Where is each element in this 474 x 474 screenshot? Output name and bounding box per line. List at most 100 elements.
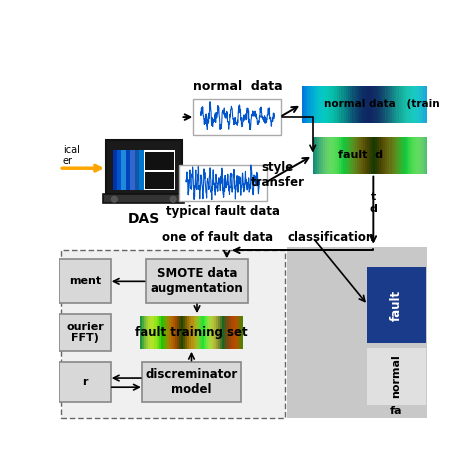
FancyBboxPatch shape bbox=[59, 259, 110, 303]
FancyBboxPatch shape bbox=[130, 150, 135, 190]
FancyBboxPatch shape bbox=[432, 86, 434, 123]
FancyBboxPatch shape bbox=[142, 362, 241, 402]
FancyBboxPatch shape bbox=[146, 259, 248, 303]
FancyBboxPatch shape bbox=[353, 137, 355, 173]
FancyBboxPatch shape bbox=[169, 316, 171, 349]
FancyBboxPatch shape bbox=[237, 316, 239, 349]
FancyBboxPatch shape bbox=[400, 137, 401, 173]
FancyBboxPatch shape bbox=[175, 316, 177, 349]
FancyBboxPatch shape bbox=[156, 316, 159, 349]
FancyBboxPatch shape bbox=[363, 137, 365, 173]
FancyBboxPatch shape bbox=[163, 316, 165, 349]
FancyBboxPatch shape bbox=[412, 86, 414, 123]
FancyBboxPatch shape bbox=[428, 137, 430, 173]
FancyBboxPatch shape bbox=[117, 150, 121, 190]
Text: fa: fa bbox=[390, 406, 403, 416]
FancyBboxPatch shape bbox=[365, 137, 367, 173]
FancyBboxPatch shape bbox=[374, 137, 375, 173]
FancyBboxPatch shape bbox=[103, 194, 184, 203]
FancyBboxPatch shape bbox=[335, 86, 337, 123]
FancyBboxPatch shape bbox=[365, 86, 368, 123]
FancyBboxPatch shape bbox=[416, 86, 419, 123]
FancyBboxPatch shape bbox=[351, 137, 353, 173]
FancyBboxPatch shape bbox=[345, 137, 347, 173]
FancyBboxPatch shape bbox=[183, 316, 185, 349]
FancyBboxPatch shape bbox=[372, 86, 374, 123]
FancyBboxPatch shape bbox=[361, 137, 363, 173]
FancyBboxPatch shape bbox=[416, 137, 418, 173]
FancyBboxPatch shape bbox=[337, 86, 339, 123]
FancyBboxPatch shape bbox=[135, 150, 139, 190]
FancyBboxPatch shape bbox=[352, 86, 355, 123]
FancyBboxPatch shape bbox=[216, 316, 218, 349]
FancyBboxPatch shape bbox=[321, 137, 323, 173]
FancyBboxPatch shape bbox=[341, 137, 343, 173]
FancyBboxPatch shape bbox=[200, 316, 202, 349]
FancyBboxPatch shape bbox=[368, 86, 370, 123]
FancyBboxPatch shape bbox=[204, 316, 206, 349]
FancyBboxPatch shape bbox=[379, 137, 382, 173]
FancyBboxPatch shape bbox=[385, 86, 388, 123]
FancyBboxPatch shape bbox=[145, 173, 173, 189]
FancyBboxPatch shape bbox=[387, 137, 390, 173]
FancyBboxPatch shape bbox=[355, 86, 357, 123]
FancyBboxPatch shape bbox=[393, 137, 396, 173]
FancyBboxPatch shape bbox=[412, 137, 414, 173]
FancyBboxPatch shape bbox=[371, 137, 374, 173]
FancyBboxPatch shape bbox=[426, 137, 428, 173]
FancyBboxPatch shape bbox=[222, 316, 224, 349]
FancyBboxPatch shape bbox=[144, 316, 146, 349]
FancyBboxPatch shape bbox=[145, 152, 173, 170]
FancyBboxPatch shape bbox=[326, 86, 328, 123]
FancyBboxPatch shape bbox=[359, 137, 361, 173]
FancyBboxPatch shape bbox=[239, 316, 241, 349]
FancyBboxPatch shape bbox=[150, 316, 153, 349]
FancyBboxPatch shape bbox=[177, 316, 179, 349]
FancyBboxPatch shape bbox=[193, 99, 282, 136]
FancyBboxPatch shape bbox=[343, 137, 345, 173]
FancyBboxPatch shape bbox=[367, 267, 426, 343]
FancyBboxPatch shape bbox=[396, 86, 399, 123]
Text: typical fault data: typical fault data bbox=[166, 205, 280, 218]
Text: fault: fault bbox=[390, 290, 403, 320]
FancyBboxPatch shape bbox=[379, 86, 381, 123]
FancyBboxPatch shape bbox=[420, 137, 422, 173]
FancyBboxPatch shape bbox=[383, 137, 385, 173]
FancyBboxPatch shape bbox=[359, 86, 361, 123]
Text: fault training set: fault training set bbox=[135, 326, 248, 339]
FancyBboxPatch shape bbox=[179, 164, 267, 201]
FancyBboxPatch shape bbox=[392, 137, 393, 173]
FancyBboxPatch shape bbox=[388, 86, 390, 123]
FancyBboxPatch shape bbox=[235, 316, 237, 349]
FancyBboxPatch shape bbox=[202, 316, 204, 349]
FancyBboxPatch shape bbox=[361, 86, 364, 123]
FancyBboxPatch shape bbox=[210, 316, 212, 349]
FancyBboxPatch shape bbox=[304, 86, 306, 123]
FancyBboxPatch shape bbox=[196, 316, 198, 349]
Text: fault  d: fault d bbox=[338, 150, 383, 160]
FancyBboxPatch shape bbox=[418, 137, 420, 173]
FancyBboxPatch shape bbox=[61, 250, 285, 418]
FancyBboxPatch shape bbox=[126, 150, 130, 190]
Text: r: r bbox=[82, 377, 88, 387]
FancyBboxPatch shape bbox=[421, 86, 423, 123]
FancyBboxPatch shape bbox=[369, 137, 371, 173]
FancyBboxPatch shape bbox=[323, 137, 325, 173]
FancyBboxPatch shape bbox=[398, 137, 400, 173]
FancyBboxPatch shape bbox=[405, 86, 408, 123]
FancyBboxPatch shape bbox=[159, 316, 161, 349]
FancyBboxPatch shape bbox=[165, 316, 167, 349]
FancyBboxPatch shape bbox=[185, 316, 187, 349]
FancyBboxPatch shape bbox=[344, 86, 346, 123]
FancyBboxPatch shape bbox=[430, 137, 432, 173]
FancyBboxPatch shape bbox=[328, 86, 330, 123]
Text: ical
er: ical er bbox=[63, 145, 80, 166]
FancyBboxPatch shape bbox=[310, 86, 313, 123]
FancyBboxPatch shape bbox=[325, 137, 327, 173]
FancyBboxPatch shape bbox=[410, 86, 412, 123]
FancyBboxPatch shape bbox=[382, 137, 383, 173]
FancyBboxPatch shape bbox=[333, 86, 335, 123]
FancyBboxPatch shape bbox=[383, 86, 385, 123]
Text: style
transfer: style transfer bbox=[251, 162, 305, 190]
FancyBboxPatch shape bbox=[224, 316, 227, 349]
